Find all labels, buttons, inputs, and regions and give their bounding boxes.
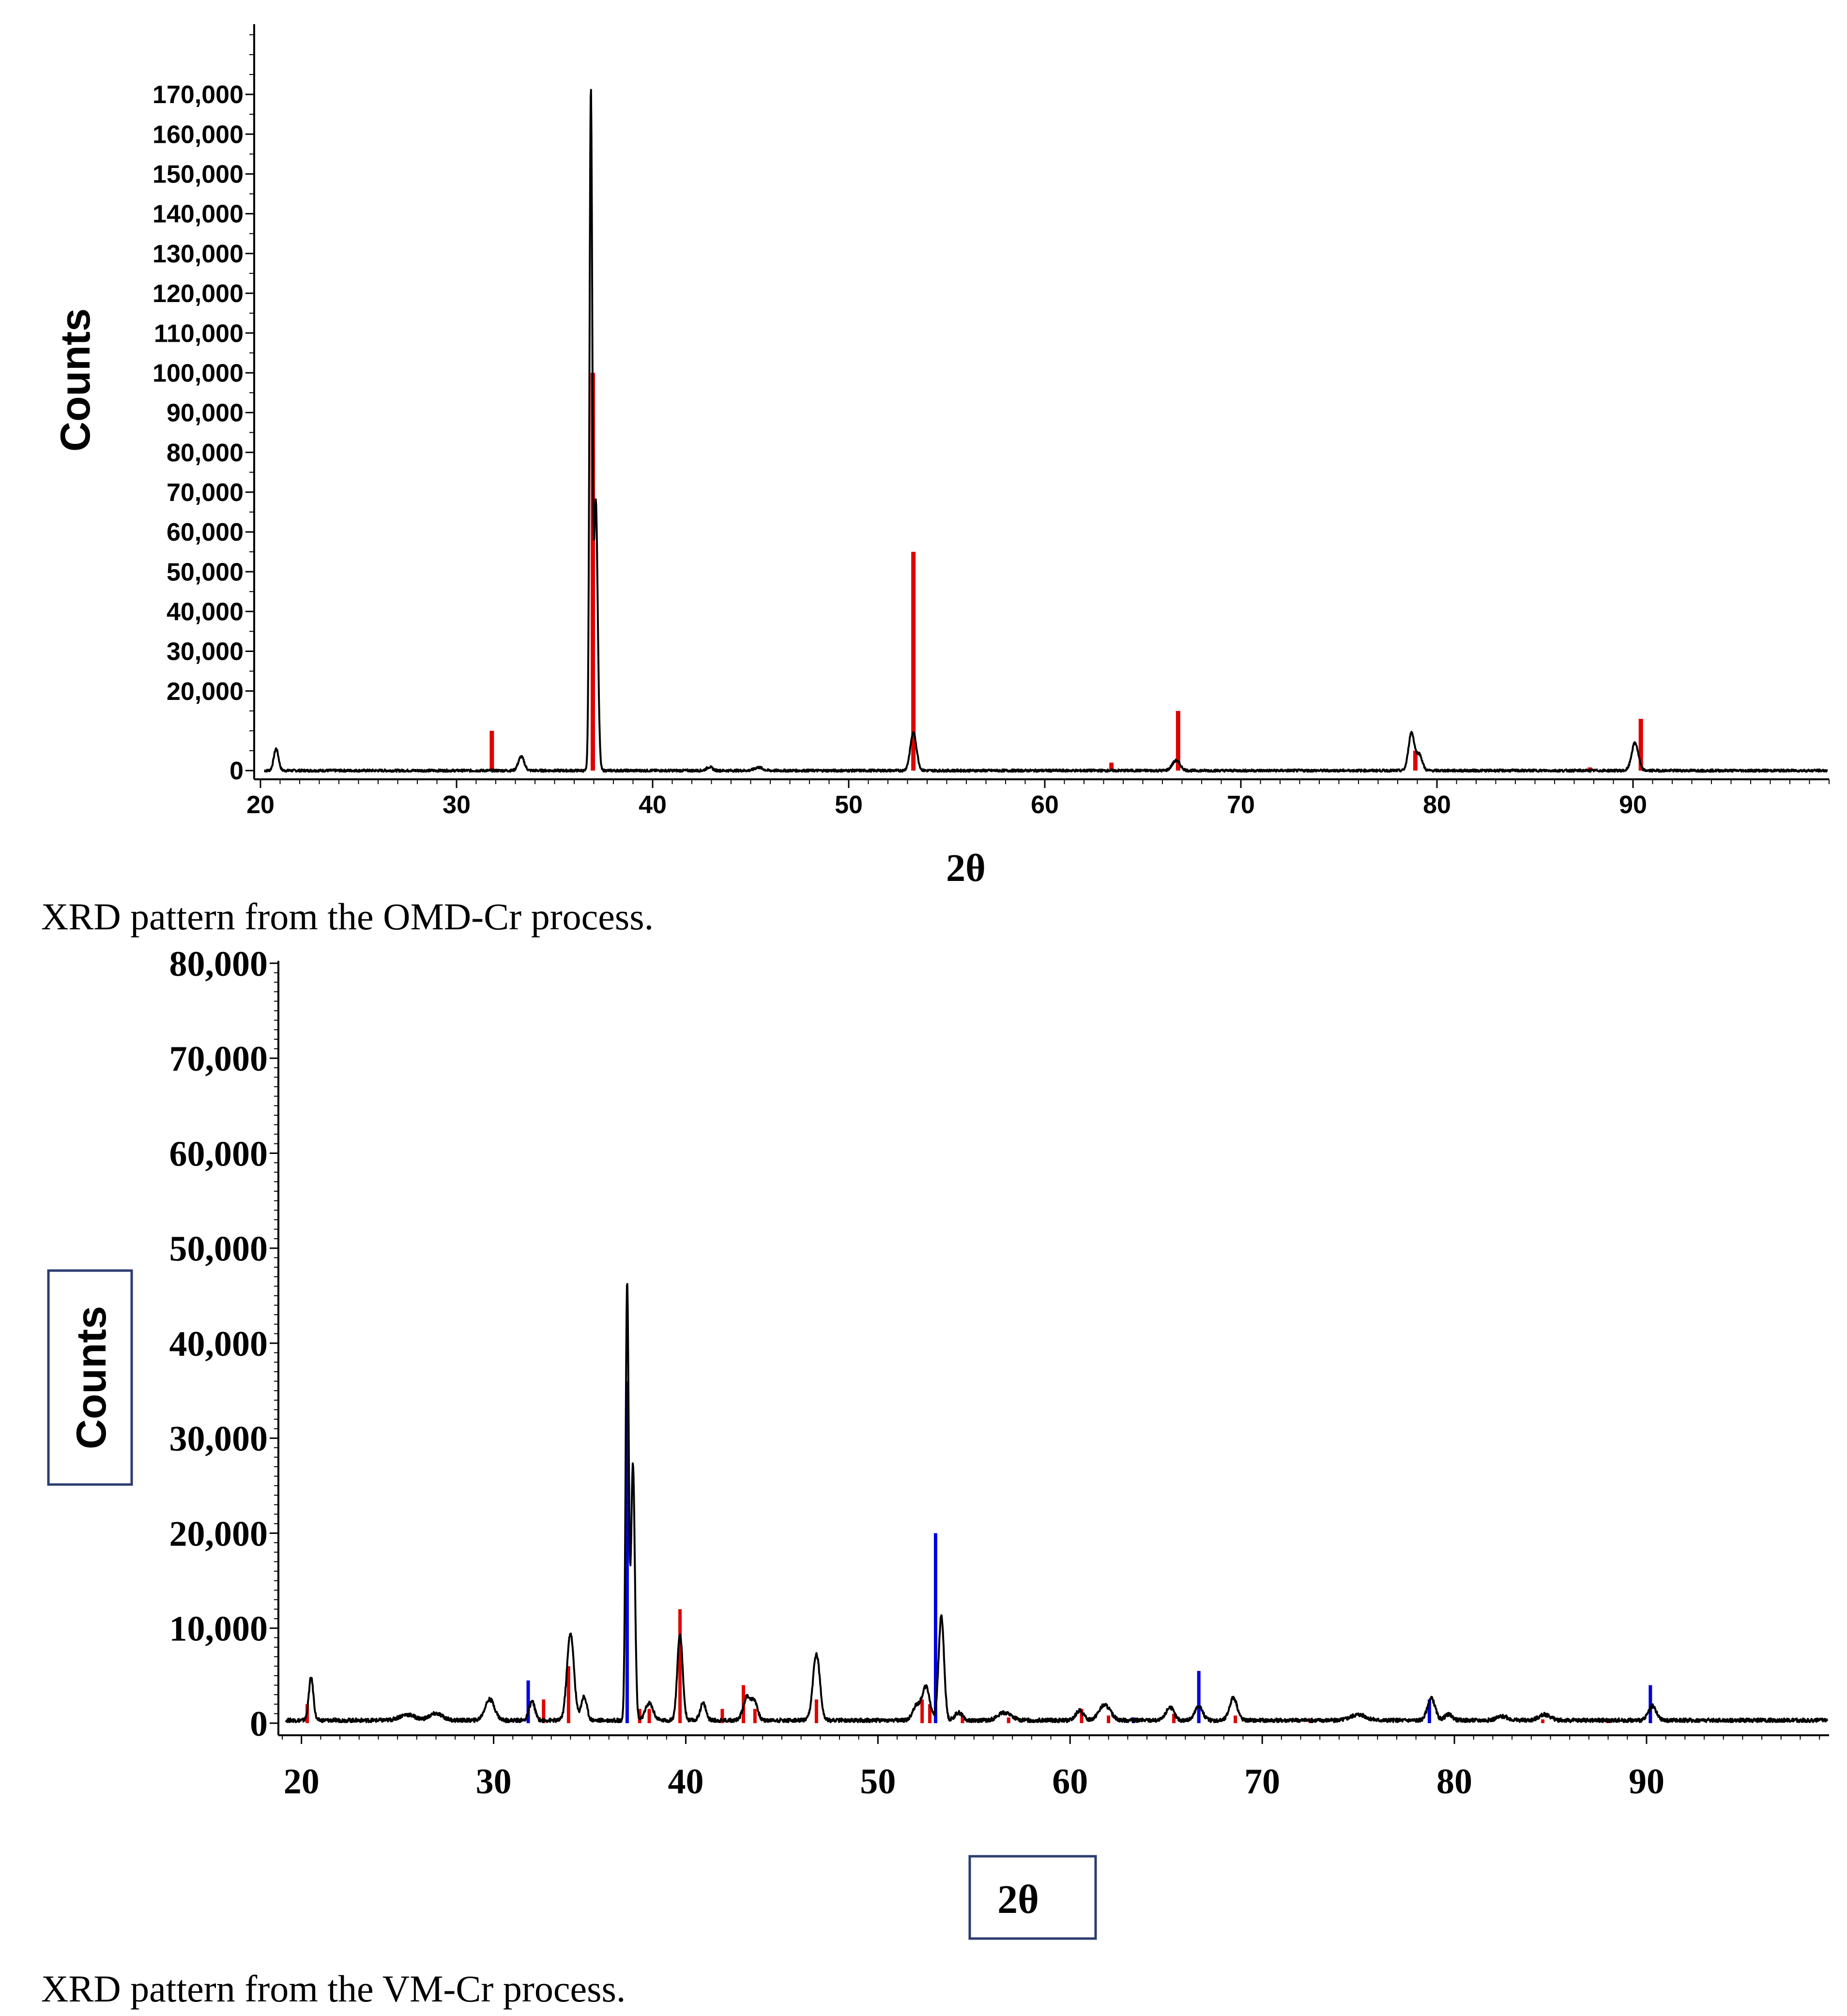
x-tick-label: 30: [443, 791, 471, 819]
y-tick-label: 80,000: [167, 439, 244, 467]
x-tick-label: 60: [1031, 791, 1059, 819]
chart2-x-ticks: 20 30 40 50 60 70 80 90: [284, 1735, 1664, 1802]
y-tick-label: 20,000: [167, 678, 244, 706]
chart1-ylabel: Counts: [52, 308, 99, 452]
chart2-y-minor-ticks: [274, 963, 278, 1724]
x-tick-label: 50: [835, 791, 863, 819]
y-tick-label: 80,000: [169, 944, 268, 984]
y-tick-label: 40,000: [169, 1324, 268, 1364]
chart-omd-cr: Counts 0 20,000 30,000 40,000 50,000 60,000 70…: [41, 24, 1830, 938]
y-tick-label: 130,000: [153, 240, 244, 268]
chart2-xlabel-box: [968, 1855, 1097, 1940]
chart-vm-cr: Counts 0 10,000 20,000 30,000 40,000 50,000 60…: [41, 944, 1829, 2010]
chart2-ylabel: Counts: [68, 1306, 115, 1449]
x-tick-label: 60: [1052, 1762, 1088, 1802]
x-tick-label: 20: [246, 791, 275, 819]
chart1-caption: XRD pattern from the OMD-Cr process.: [41, 895, 654, 938]
chart1-x-minor-ticks: [260, 779, 1830, 784]
y-tick-label: 60,000: [169, 1134, 268, 1174]
chart1-xlabel: 2θ: [946, 847, 986, 890]
chart2-xlabel: 2θ: [997, 1877, 1039, 1922]
y-tick-label: 50,000: [167, 558, 244, 586]
x-tick-label: 20: [284, 1762, 320, 1802]
chart2-y-ticks: 0 10,000 20,000 30,000 40,000 50,000 60,000 70,…: [169, 944, 278, 1744]
x-tick-label: 30: [476, 1762, 512, 1802]
x-tick-label: 70: [1227, 791, 1255, 819]
x-tick-label: 80: [1423, 791, 1451, 819]
chart2-ylabel-box: [47, 1269, 133, 1486]
chart2-reference-lines: [305, 1381, 1652, 1723]
y-tick-label: 150,000: [153, 161, 244, 189]
y-tick-label: 10,000: [169, 1609, 268, 1649]
chart2-caption: XRD pattern from the VM-Cr process.: [41, 1968, 626, 2010]
y-tick-label: 100,000: [153, 359, 244, 387]
y-tick-label: 120,000: [153, 280, 244, 308]
x-tick-label: 50: [860, 1762, 896, 1802]
x-tick-label: 90: [1619, 791, 1647, 819]
y-tick-label: 170,000: [153, 81, 244, 109]
y-tick-label: 140,000: [153, 200, 244, 228]
y-tick-label: 160,000: [153, 121, 244, 149]
chart1-x-ticks: 20 30 40 50 60 70 80 90: [246, 779, 1647, 819]
x-tick-label: 40: [639, 791, 667, 819]
y-tick-label: 60,000: [167, 518, 244, 546]
x-tick-label: 80: [1436, 1762, 1472, 1802]
chart1-y-ticks: 0 20,000 30,000 40,000 50,000 60,000 70,000 80,…: [153, 81, 254, 785]
y-tick-label: 40,000: [167, 598, 244, 626]
x-tick-label: 90: [1629, 1762, 1664, 1802]
y-tick-label: 0: [229, 757, 244, 785]
chart1-reference-lines: [489, 373, 1643, 771]
y-tick-label: 30,000: [167, 638, 244, 666]
y-tick-label: 30,000: [169, 1419, 268, 1459]
y-tick-label: 90,000: [167, 399, 244, 427]
y-tick-label: 70,000: [169, 1039, 268, 1079]
y-tick-label: 0: [250, 1704, 268, 1744]
chart2-x-minor-ticks: [282, 1735, 1820, 1740]
x-tick-label: 40: [668, 1762, 703, 1802]
y-tick-label: 70,000: [167, 479, 244, 507]
y-tick-label: 20,000: [169, 1514, 268, 1554]
chart2-pattern-line: [285, 1283, 1828, 1723]
y-tick-label: 110,000: [154, 319, 244, 348]
chart1-pattern-line: [263, 89, 1828, 773]
x-tick-label: 70: [1244, 1762, 1280, 1802]
y-tick-label: 50,000: [169, 1229, 268, 1269]
